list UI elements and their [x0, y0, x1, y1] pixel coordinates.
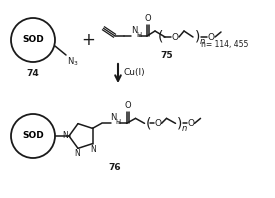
Text: (: ( [145, 116, 151, 130]
Text: O: O [208, 32, 214, 42]
Text: O: O [172, 32, 178, 42]
Text: 74: 74 [27, 69, 39, 78]
Text: SOD: SOD [22, 131, 44, 141]
Text: O: O [154, 119, 161, 128]
Text: N$_3$: N$_3$ [67, 56, 79, 69]
Circle shape [11, 18, 55, 62]
Text: n= 114, 455: n= 114, 455 [201, 39, 248, 49]
Text: ): ) [177, 116, 182, 130]
Text: n: n [182, 124, 187, 133]
Text: ): ) [195, 30, 200, 44]
Text: N: N [62, 131, 68, 141]
Text: O: O [187, 119, 194, 128]
Circle shape [11, 114, 55, 158]
Text: SOD: SOD [22, 35, 44, 45]
Text: N: N [91, 145, 97, 154]
Text: N: N [131, 26, 138, 35]
Text: 76: 76 [108, 163, 120, 172]
Text: Cu(I): Cu(I) [123, 68, 145, 77]
Text: N: N [74, 149, 80, 158]
Text: +: + [81, 31, 95, 49]
Text: (: ( [158, 30, 163, 44]
Text: O: O [124, 101, 131, 110]
Text: O: O [145, 14, 151, 23]
Text: H: H [116, 119, 121, 125]
Text: H: H [136, 32, 141, 38]
Text: N: N [111, 113, 117, 122]
Text: 75: 75 [161, 51, 173, 60]
Text: n: n [200, 37, 205, 47]
